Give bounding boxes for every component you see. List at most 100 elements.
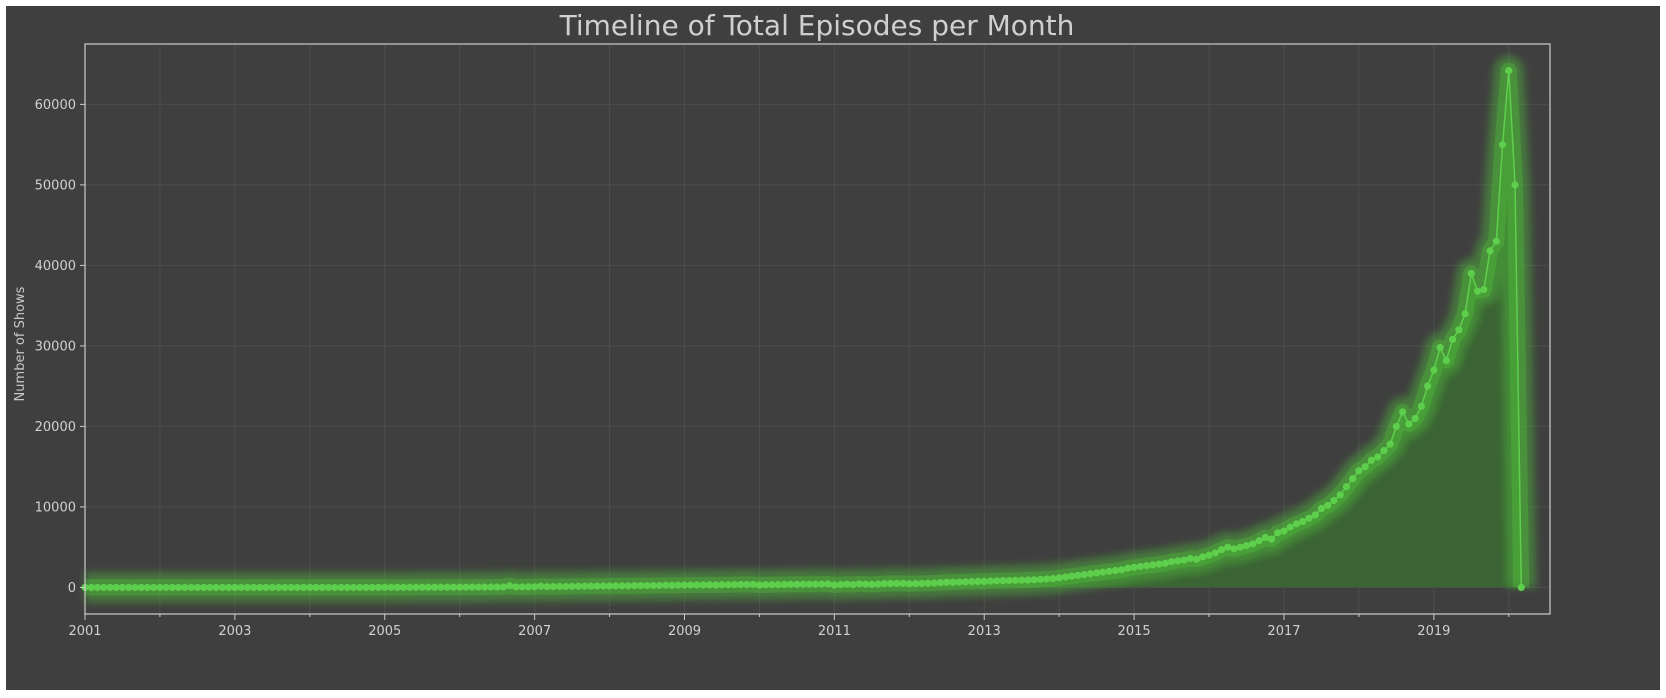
data-point: [274, 583, 283, 592]
data-point: [943, 578, 951, 586]
data-point: [218, 583, 226, 592]
data-point: [293, 583, 301, 592]
data-point: [774, 581, 782, 589]
data-point: [331, 583, 339, 592]
data-point: [1399, 408, 1407, 416]
data-point: [281, 583, 289, 592]
data-point: [843, 580, 851, 588]
data-point: [437, 583, 445, 591]
data-point: [156, 583, 164, 592]
data-point: [993, 577, 1001, 585]
data-point: [1480, 285, 1488, 294]
data-point: [337, 583, 345, 592]
data-point: [630, 582, 639, 590]
data-point: [262, 583, 270, 592]
data-point: [762, 581, 770, 589]
data-point: [793, 580, 801, 588]
data-point: [1280, 527, 1288, 535]
data-point: [1342, 483, 1351, 491]
data-point: [206, 583, 214, 592]
data-point: [312, 583, 320, 592]
data-point: [418, 583, 426, 591]
data-point: [1167, 558, 1176, 566]
data-point: [693, 581, 701, 589]
data-point: [1255, 537, 1263, 545]
data-point: [1186, 554, 1194, 563]
data-point: [518, 583, 526, 591]
data-point: [1011, 576, 1020, 584]
data-point: [787, 580, 795, 588]
data-point: [780, 580, 789, 589]
data-point: [1349, 475, 1357, 483]
data-point: [175, 583, 183, 592]
data-point: [880, 579, 888, 588]
data-point: [481, 583, 489, 591]
data-point: [1417, 402, 1425, 410]
data-point: [749, 580, 757, 588]
data-point: [1093, 569, 1101, 577]
data-point: [1155, 560, 1163, 568]
data-point: [512, 583, 520, 591]
data-point: [106, 583, 114, 592]
data-point: [118, 583, 127, 592]
data-point: [1230, 545, 1238, 553]
data-point: [1380, 446, 1388, 455]
data-point: [743, 580, 751, 589]
data-point: [243, 583, 251, 592]
data-point: [868, 580, 876, 588]
data-point: [506, 582, 514, 590]
data-point: [974, 577, 982, 585]
data-point: [886, 579, 895, 588]
data-point: [150, 583, 158, 592]
data-point: [924, 579, 932, 587]
data-point: [593, 582, 601, 590]
data-point: [1286, 523, 1294, 531]
data-point: [1136, 562, 1144, 571]
data-point: [674, 581, 682, 589]
data-point: [543, 583, 551, 591]
data-point: [443, 583, 451, 591]
data-point: [1161, 559, 1169, 567]
x-tick-label: 2019: [1417, 624, 1450, 639]
data-point: [424, 583, 433, 591]
data-point: [712, 581, 720, 589]
data-point: [212, 583, 220, 592]
data-point: [949, 578, 957, 586]
data-point: [874, 580, 882, 588]
x-tick-label: 2009: [668, 624, 701, 639]
data-point: [168, 583, 177, 592]
data-point: [612, 582, 620, 590]
data-point: [1311, 511, 1319, 519]
data-point: [1261, 533, 1269, 542]
data-point: [324, 583, 333, 592]
data-point: [1405, 420, 1413, 428]
data-point: [830, 581, 838, 589]
data-point: [368, 583, 376, 592]
data-point: [1080, 570, 1088, 579]
data-point: [131, 583, 139, 592]
data-point: [1486, 247, 1494, 255]
data-point: [618, 582, 626, 590]
data-point: [499, 583, 507, 591]
data-point: [137, 583, 145, 592]
data-point: [1024, 576, 1032, 584]
y-tick-label: 0: [68, 581, 76, 596]
data-point: [356, 583, 364, 592]
data-point: [406, 583, 414, 591]
data-point: [1005, 576, 1013, 585]
data-point: [799, 580, 807, 588]
data-point: [387, 583, 395, 591]
data-point: [299, 583, 308, 592]
data-point: [605, 582, 614, 590]
data-point: [1386, 440, 1394, 448]
data-point: [487, 583, 495, 591]
data-point: [1430, 366, 1438, 374]
data-point: [306, 583, 314, 592]
data-point: [431, 583, 439, 591]
data-point: [1130, 563, 1138, 571]
chart-svg: Timeline of Total Episodes per Month Num…: [13, 9, 1551, 639]
data-point: [1473, 287, 1482, 295]
y-tick-label: 10000: [35, 500, 76, 515]
data-point: [449, 583, 458, 591]
data-point: [999, 576, 1007, 585]
